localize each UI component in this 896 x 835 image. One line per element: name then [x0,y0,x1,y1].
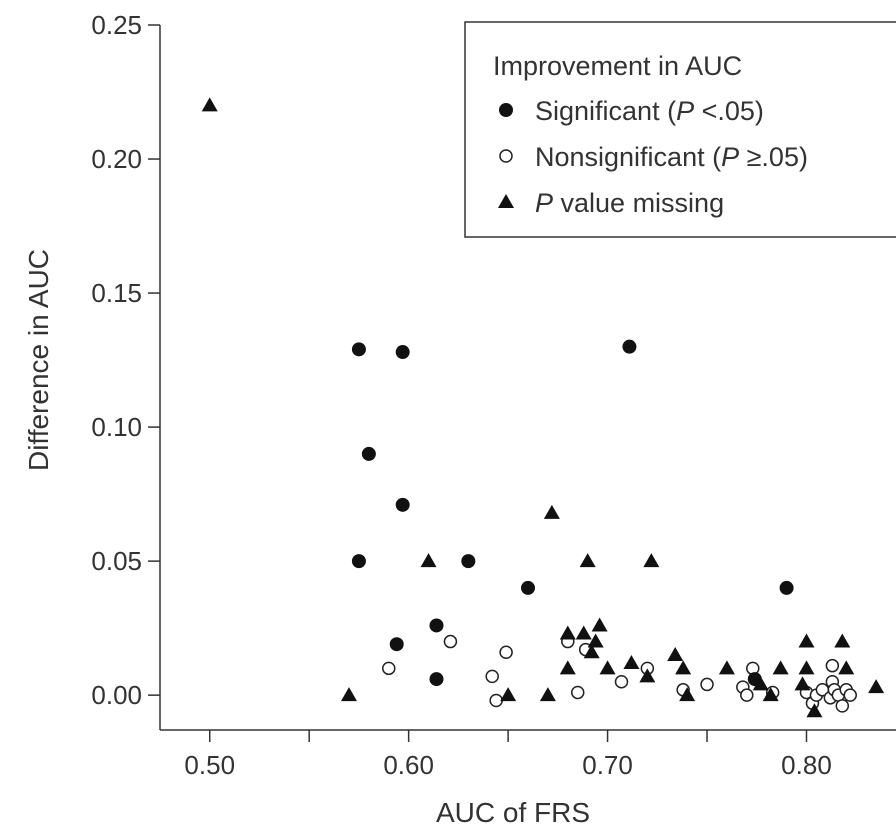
p-missing-point [599,660,616,675]
nonsignificant-point [489,693,503,708]
axes [159,25,896,731]
significant-point [779,580,794,595]
p-missing-point [772,660,789,675]
significant-point [389,637,404,652]
p-missing-point [201,97,218,112]
p-missing-point [798,633,815,648]
nonsignificant-point [835,699,850,713]
x-tick-label: 0.50 [184,750,235,780]
p-missing-point [575,625,592,640]
p-missing-point [539,687,556,702]
significant-point [521,580,535,595]
legend-marker [499,103,513,117]
legend-label: P value missing [535,188,724,218]
p-missing-point [623,654,640,669]
p-missing-point [762,687,779,702]
significant-point [461,554,476,569]
legend-marker [498,194,514,208]
nonsignificant-point [614,674,629,689]
p-missing-point [500,687,517,702]
p-missing-point [679,687,696,702]
p-missing-point [752,676,769,691]
legend: Improvement in AUC Significant (P <.05) N… [464,21,896,238]
nonsignificant-point [485,669,499,684]
significant-point [395,497,410,512]
p-missing-point [718,660,735,675]
legend-label: Significant (P <.05) [535,96,764,126]
y-tick-label: 0.20 [91,144,142,174]
p-missing-point [340,687,357,702]
y-tick-label: 0.10 [91,412,142,442]
data-points [201,97,885,718]
y-axis-title: Difference in AUC [23,249,54,471]
nonsignificant-point [443,634,458,649]
significant-point [351,554,366,569]
p-missing-point [591,617,608,632]
significant-point [361,446,376,461]
p-missing-point [543,504,560,519]
p-missing-point [798,660,815,675]
x-tick-label: 0.80 [781,750,832,780]
nonsignificant-point [499,645,513,660]
p-missing-point [838,660,855,675]
significant-point [351,342,366,357]
significant-point [429,618,444,633]
legend-box [464,21,896,238]
ticks: 0.00 0.05 0.10 0.15 0.20 0.25 0.50 0.60 0.70 0.80 [91,10,831,780]
significant-point [395,345,410,360]
p-missing-point [667,646,684,661]
y-tick-label: 0.00 [91,680,142,710]
p-missing-point [559,625,576,640]
p-missing-point [794,676,811,691]
nonsignificant-point [843,688,857,702]
x-tick-label: 0.70 [582,750,633,780]
y-tick-label: 0.05 [91,546,142,576]
p-missing-point [559,660,576,675]
p-missing-point [583,644,600,659]
nonsignificant-point [570,685,585,700]
p-missing-point [834,633,851,648]
nonsignificant-point [382,661,396,676]
x-axis-title: AUC of FRS [436,797,590,828]
p-missing-point [675,660,692,675]
significant-point [429,672,444,687]
legend-marker [499,149,513,163]
p-missing-point [868,679,885,694]
nonsignificant-point [825,658,840,673]
p-missing-point [587,633,604,648]
nonsignificant-point [700,677,714,692]
legend-label: Nonsignificant (P ≥.05) [535,142,808,172]
p-missing-point [420,553,437,568]
legend-title: Improvement in AUC [493,51,742,81]
p-missing-point [579,553,596,568]
p-missing-point [643,553,660,568]
nonsignificant-point [740,688,754,702]
y-tick-label: 0.15 [91,278,142,308]
significant-point [622,339,637,354]
p-missing-point [639,668,656,683]
p-missing-point [806,703,823,718]
legend-entries: Significant (P <.05) Nonsignificant (P ≥.… [498,96,808,218]
x-tick-label: 0.60 [383,750,434,780]
y-tick-label: 0.25 [91,10,142,40]
